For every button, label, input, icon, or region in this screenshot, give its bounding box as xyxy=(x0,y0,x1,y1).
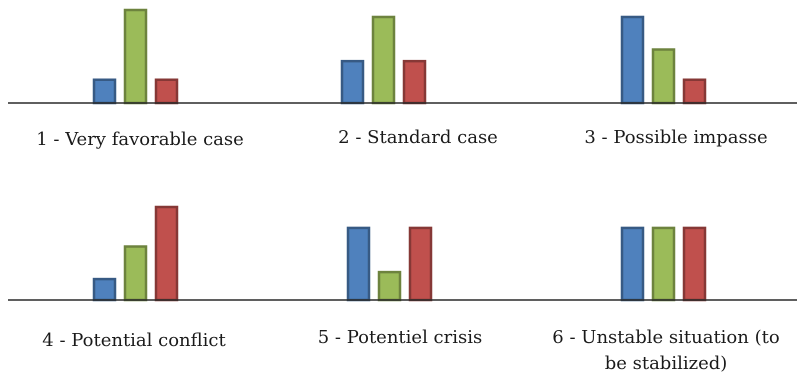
chart-caption-line: 1 - Very favorable case xyxy=(36,129,244,150)
bar-2-3 xyxy=(402,59,427,105)
bar-3-3 xyxy=(682,78,707,105)
bar-5-2 xyxy=(377,270,402,302)
chart-caption-line: 6 - Unstable situation (to xyxy=(552,327,779,348)
chart-panel-6: 6 - Unstable situation (to be stabilized) xyxy=(535,226,797,374)
chart-panel-2: 2 - Standard case xyxy=(270,15,535,148)
chart-caption-1: 1 - Very favorable case xyxy=(36,129,244,150)
chart-caption-line: 4 - Potential conflict xyxy=(42,330,226,351)
bar-1-2 xyxy=(123,8,148,105)
bar-6-3 xyxy=(682,226,707,302)
chart-caption-3: 3 - Possible impasse xyxy=(584,127,767,148)
bar-6-2 xyxy=(651,226,676,302)
chart-caption-2: 2 - Standard case xyxy=(338,127,498,148)
chart-panel-5: 5 - Potentiel crisis xyxy=(270,226,535,348)
chart-panel-3: 3 - Possible impasse xyxy=(535,15,797,148)
bar-3-2 xyxy=(651,48,676,105)
bar-2-2 xyxy=(371,15,396,105)
bar-3-1 xyxy=(620,15,645,105)
bar-1-1 xyxy=(92,78,117,105)
bar-4-3 xyxy=(154,205,179,302)
chart-panel-4: 4 - Potential conflict xyxy=(8,205,270,351)
bar-4-2 xyxy=(123,245,148,302)
bar-4-1 xyxy=(92,277,117,302)
bar-2-1 xyxy=(340,59,365,105)
bar-1-3 xyxy=(154,78,179,105)
chart-caption-5: 5 - Potentiel crisis xyxy=(318,327,482,348)
chart-caption-4: 4 - Potential conflict xyxy=(42,330,226,351)
chart-caption-line: 5 - Potentiel crisis xyxy=(318,327,482,348)
chart-caption-line: 2 - Standard case xyxy=(338,127,498,148)
chart-caption-line: be stabilized) xyxy=(605,353,728,374)
chart-caption-6: 6 - Unstable situation (to be stabilized) xyxy=(552,327,779,374)
chart-panel-1: 1 - Very favorable case xyxy=(8,8,270,150)
chart-caption-line: 3 - Possible impasse xyxy=(584,127,767,148)
bar-5-1 xyxy=(346,226,371,302)
bar-5-3 xyxy=(408,226,433,302)
bar-6-1 xyxy=(620,226,645,302)
